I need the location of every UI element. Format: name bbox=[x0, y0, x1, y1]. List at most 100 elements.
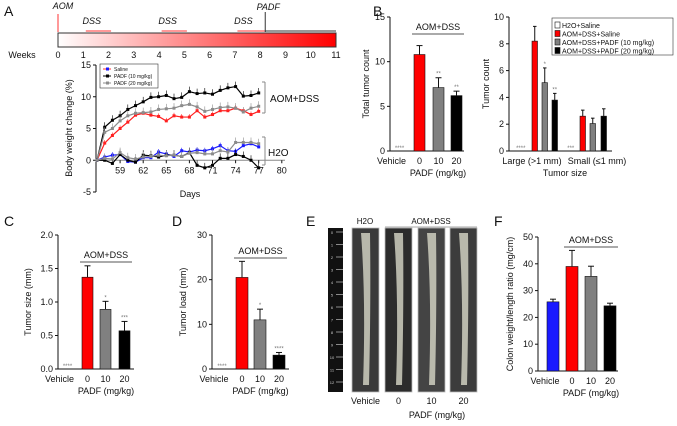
legend-swatch bbox=[554, 38, 561, 46]
legend-label: PADF (20 mg/kg) bbox=[114, 81, 153, 87]
bar bbox=[546, 301, 560, 372]
x-tick-label: 77 bbox=[254, 165, 264, 175]
data-point bbox=[249, 158, 253, 162]
data-point bbox=[126, 120, 130, 124]
data-point bbox=[226, 105, 230, 109]
x-category-label: 0 bbox=[396, 396, 401, 406]
data-point bbox=[234, 153, 238, 157]
legend-label: AOM+DSS+PADF (10 mg/kg) bbox=[562, 40, 654, 47]
data-point bbox=[134, 160, 137, 164]
x-axis-label: PADF (mg/kg) bbox=[410, 168, 466, 178]
data-point bbox=[157, 155, 161, 159]
bracket-label: AOM+DSS bbox=[84, 250, 128, 260]
data-point bbox=[195, 163, 199, 167]
data-point bbox=[180, 154, 184, 158]
x-category-label: 0 bbox=[569, 376, 574, 386]
y-tick-label: 1.0 bbox=[40, 297, 53, 307]
x-category-label: Vehicle bbox=[530, 376, 559, 386]
ruler-label: 12 bbox=[330, 380, 335, 385]
legend bbox=[551, 17, 674, 56]
y-tick-label: 6 bbox=[499, 66, 504, 76]
y-tick-label: 10 bbox=[81, 92, 91, 102]
x-category-label: 10 bbox=[586, 376, 596, 386]
data-point bbox=[141, 100, 145, 104]
bar bbox=[235, 277, 249, 370]
ruler-label: 7 bbox=[331, 318, 334, 323]
x-tick-label: 59 bbox=[115, 165, 125, 175]
x-tick-label: 68 bbox=[184, 165, 194, 175]
y-tick-label: 0.0 bbox=[40, 364, 53, 374]
ruler-label: 10 bbox=[330, 355, 335, 360]
data-point bbox=[118, 151, 122, 155]
x-axis-label: Tumor size bbox=[543, 168, 587, 178]
data-point bbox=[172, 106, 176, 110]
significance-label: *** bbox=[121, 315, 129, 321]
data-point bbox=[134, 111, 137, 115]
data-point bbox=[180, 115, 184, 119]
panel-label: C bbox=[4, 213, 14, 229]
legend-label: Saline bbox=[114, 67, 128, 73]
y-tick-label: 20 bbox=[197, 275, 207, 285]
y-tick-label: 2.0 bbox=[40, 230, 53, 240]
y-axis-label: Tumor count bbox=[481, 58, 491, 109]
data-point bbox=[203, 91, 207, 95]
data-point bbox=[180, 95, 184, 99]
ruler-label: 11 bbox=[330, 368, 335, 373]
data-point bbox=[241, 144, 245, 148]
ruler bbox=[328, 228, 343, 392]
data-point bbox=[234, 106, 238, 110]
y-tick-label: 5 bbox=[380, 101, 385, 111]
data-point bbox=[226, 150, 230, 154]
ruler-label: 5 bbox=[331, 293, 334, 298]
y-tick-label: 20 bbox=[523, 312, 533, 322]
x-tick-label: 71 bbox=[207, 165, 217, 175]
data-point bbox=[103, 156, 107, 160]
ruler-label: 9 bbox=[331, 343, 334, 348]
data-point bbox=[257, 166, 261, 170]
data-point bbox=[187, 151, 191, 155]
x-axis-label: PADF (mg/kg) bbox=[232, 386, 288, 396]
ruler-label: 8 bbox=[331, 330, 334, 335]
panel-label: A bbox=[4, 3, 14, 19]
data-point bbox=[249, 93, 253, 97]
data-point bbox=[187, 90, 191, 94]
data-point bbox=[110, 157, 114, 161]
y-tick-label: 0 bbox=[380, 146, 385, 156]
ruler-label: 2 bbox=[331, 255, 334, 260]
y-tick-label: 10 bbox=[375, 57, 385, 67]
data-point bbox=[134, 157, 137, 161]
data-point bbox=[218, 88, 222, 92]
bar bbox=[413, 54, 426, 152]
padf-label: PADF bbox=[257, 2, 281, 12]
significance-label: **** bbox=[516, 146, 526, 152]
data-point bbox=[187, 115, 191, 119]
bar bbox=[531, 40, 538, 152]
y-tick-label: 30 bbox=[523, 286, 533, 296]
y-axis-label: Tumor size (mm) bbox=[23, 268, 33, 336]
data-point bbox=[149, 95, 153, 99]
y-tick-label: 15 bbox=[375, 12, 385, 22]
data-point bbox=[211, 163, 214, 167]
data-point bbox=[149, 113, 153, 117]
x-tick-label: 62 bbox=[138, 165, 148, 175]
data-point bbox=[203, 115, 207, 119]
week-tick: 3 bbox=[131, 50, 136, 60]
week-tick: 4 bbox=[157, 50, 162, 60]
data-point bbox=[257, 109, 261, 113]
x-category-label: Large (>1 mm) bbox=[502, 156, 561, 166]
x-tick-label: 65 bbox=[161, 165, 171, 175]
week-tick: 0 bbox=[55, 50, 60, 60]
data-point bbox=[218, 149, 222, 153]
colon-tissue bbox=[394, 233, 404, 385]
y-tick-label: 30 bbox=[197, 230, 207, 240]
timeline-bar bbox=[57, 32, 337, 48]
x-category-label: 10 bbox=[100, 374, 110, 384]
data-point bbox=[218, 109, 222, 113]
x-category-label: Vehicle bbox=[45, 374, 74, 384]
data-point bbox=[180, 149, 184, 153]
legend-label: AOM+DSS+Saline bbox=[562, 32, 620, 39]
series-line bbox=[96, 85, 259, 161]
data-point bbox=[241, 110, 245, 114]
x-category-label: 20 bbox=[605, 376, 615, 386]
